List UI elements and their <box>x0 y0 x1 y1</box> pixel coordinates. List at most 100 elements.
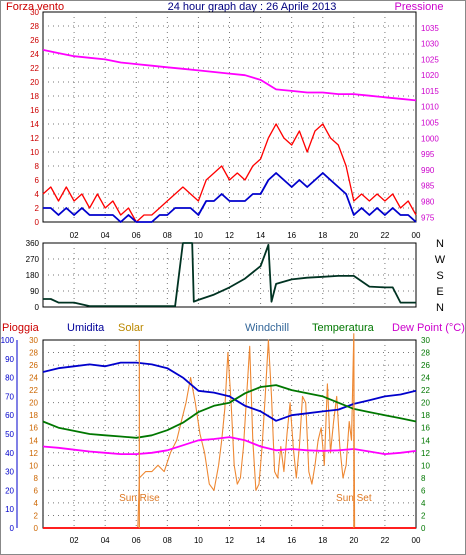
x-tick-label: 06 <box>132 536 141 545</box>
wind-y-tick: 30 <box>30 8 39 17</box>
x-tick-label: 00 <box>412 536 421 545</box>
solar-y-tick: 18 <box>29 411 38 420</box>
temperature-y-tick: 14 <box>421 436 430 445</box>
pressure-line <box>42 49 417 102</box>
x-tick-label: 02 <box>70 536 79 545</box>
x-tick-label: 00 <box>412 231 421 240</box>
temperature-y-tick: 28 <box>421 349 430 358</box>
compass-label: E <box>436 286 443 298</box>
pressure-y-tick: 1030 <box>421 40 439 49</box>
temperature-y-tick: 10 <box>421 461 430 470</box>
solar-y-tick: 26 <box>29 361 38 370</box>
wind-y-tick: 0 <box>35 218 40 227</box>
wind-direction-line <box>43 242 416 308</box>
humidity-y-tick: 0 <box>10 524 15 533</box>
solar-y-tick: 0 <box>34 524 39 533</box>
solar-line <box>43 333 416 529</box>
direction-y-tick: 180 <box>26 271 40 280</box>
wind-y-tick: 14 <box>30 120 39 129</box>
pressure-y-tick: 1000 <box>421 134 439 143</box>
wind-average-line <box>43 172 417 223</box>
legend-windchill: Windchill <box>245 322 289 334</box>
x-tick-label: 10 <box>194 231 203 240</box>
legend: Pioggia Umidita Solar Windchill Temperat… <box>2 322 465 334</box>
x-tick-label: 18 <box>318 231 327 240</box>
x-tick-label: 04 <box>101 536 110 545</box>
legend-dewpoint: Dew Point (°C) <box>392 322 465 334</box>
direction-y-tick: 270 <box>26 255 40 264</box>
x-tick-label: 16 <box>287 536 296 545</box>
legend-solar: Solar <box>118 322 144 334</box>
humidity-y-tick: 10 <box>5 505 14 514</box>
x-tick-label: 08 <box>163 231 172 240</box>
humidity-y-tick: 100 <box>1 336 15 345</box>
solar-y-tick: 20 <box>29 399 38 408</box>
compass-label: N <box>436 302 444 314</box>
humidity-y-tick: 30 <box>5 468 14 477</box>
solar-y-tick: 8 <box>34 474 39 483</box>
solar-y-tick: 14 <box>29 436 38 445</box>
x-tick-label: 14 <box>256 536 265 545</box>
x-tick-label: 22 <box>380 231 389 240</box>
pressure-label: Pressione <box>395 1 444 13</box>
humidity-y-tick: 20 <box>5 486 14 495</box>
x-tick-label: 20 <box>349 231 358 240</box>
compass-label: N <box>436 238 444 250</box>
x-tick-label: 18 <box>318 536 327 545</box>
temperature-y-tick: 18 <box>421 411 430 420</box>
temperature-y-tick: 24 <box>421 374 430 383</box>
humidity-y-tick: 60 <box>5 411 14 420</box>
pressure-y-tick: 990 <box>421 166 435 175</box>
direction-y-tick: 360 <box>26 239 40 248</box>
humidity-y-tick: 90 <box>5 355 14 364</box>
wind-y-tick: 24 <box>30 50 39 59</box>
wind-y-tick: 10 <box>30 148 39 157</box>
solar-y-tick: 4 <box>34 499 39 508</box>
solar-y-tick: 22 <box>29 386 38 395</box>
x-tick-label: 08 <box>163 536 172 545</box>
pressure-y-tick: 975 <box>421 213 435 222</box>
wind-y-tick: 20 <box>30 78 39 87</box>
solar-y-tick: 24 <box>29 374 38 383</box>
wind-y-tick: 8 <box>35 162 40 171</box>
wind-y-tick: 22 <box>30 64 39 73</box>
x-tick-label: 14 <box>256 231 265 240</box>
wind-speed-line <box>42 123 417 223</box>
temperature-y-tick: 2 <box>421 511 426 520</box>
humidity-y-tick: 80 <box>5 374 14 383</box>
x-tick-label: 20 <box>349 536 358 545</box>
x-tick-label: 22 <box>380 536 389 545</box>
direction-y-tick: 0 <box>35 303 40 312</box>
pressure-y-tick: 985 <box>421 182 435 191</box>
x-tick-label: 04 <box>101 231 110 240</box>
temperature-y-tick: 16 <box>421 424 430 433</box>
humidity-y-tick: 70 <box>5 392 14 401</box>
pressure-y-tick: 995 <box>421 150 435 159</box>
temperature-y-tick: 20 <box>421 399 430 408</box>
solar-y-tick: 2 <box>34 511 39 520</box>
temperature-y-tick: 0 <box>421 524 426 533</box>
pressure-y-tick: 1035 <box>421 24 439 33</box>
chart-title: 24 hour graph day : 26 Aprile 2013 <box>168 1 337 13</box>
x-tick-label: 16 <box>287 231 296 240</box>
wind-y-tick: 12 <box>30 134 39 143</box>
temperature-y-tick: 26 <box>421 361 430 370</box>
pressure-y-tick: 980 <box>421 197 435 206</box>
wind-y-tick: 4 <box>35 190 40 199</box>
legend-rain: Pioggia <box>2 322 40 334</box>
x-tick-label: 12 <box>225 536 234 545</box>
x-tick-label: 10 <box>194 536 203 545</box>
temperature-y-tick: 12 <box>421 449 430 458</box>
pressure-y-tick: 1010 <box>421 103 439 112</box>
compass-label: W <box>435 254 446 266</box>
pressure-y-tick: 1005 <box>421 119 439 128</box>
sun-annotation: Sun Rise <box>119 493 160 504</box>
temperature-y-tick: 4 <box>421 499 426 508</box>
sun-annotation: Sun Set <box>336 493 372 504</box>
solar-y-tick: 6 <box>34 486 39 495</box>
wind-speed-label: Forza vento <box>6 1 64 13</box>
